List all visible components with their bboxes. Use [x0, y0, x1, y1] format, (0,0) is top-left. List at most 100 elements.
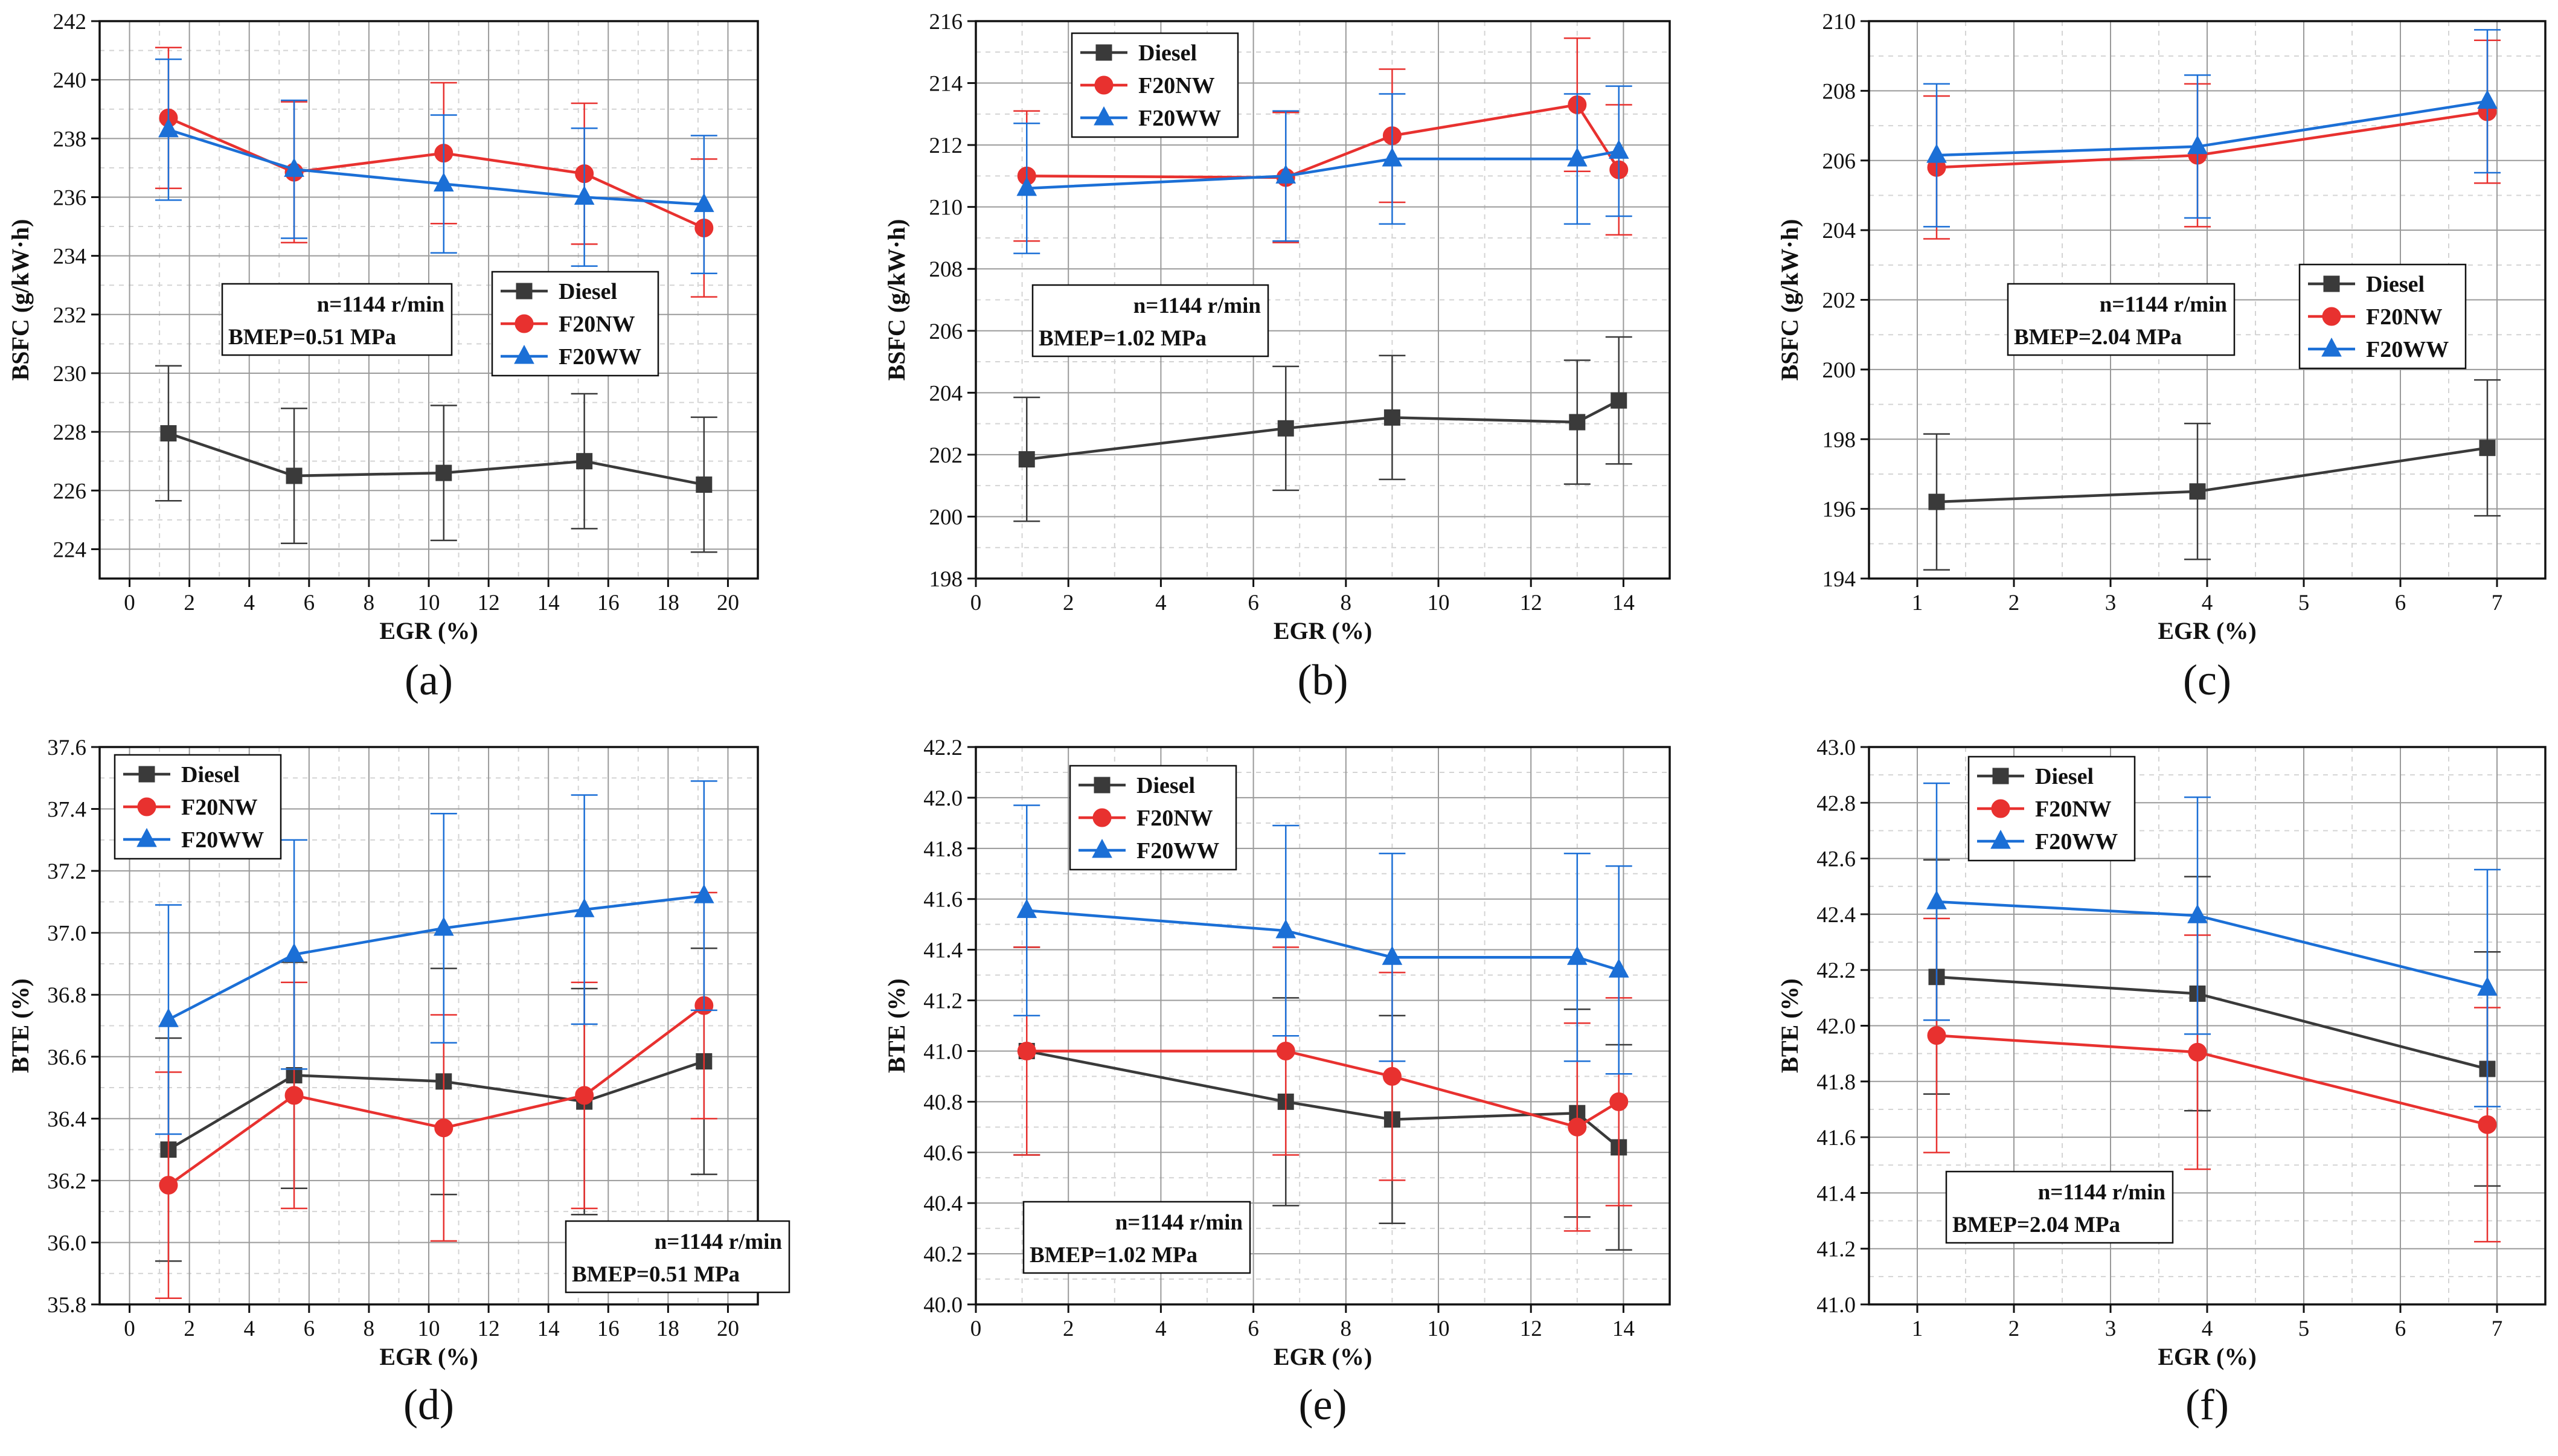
series-diesel	[155, 365, 717, 553]
y-tick-label: 41.6	[923, 888, 963, 912]
legend-entry: Diesel	[2366, 272, 2425, 297]
chart-panel-a: 224 226 228 230 232 234 236 238 240 242 0 2 4 6 8 10 12 1…	[7, 10, 759, 704]
data-point-square	[1383, 409, 1400, 426]
data-point-triangle	[284, 158, 304, 177]
y-tick-label: 198	[1822, 428, 1856, 452]
annotation-speed: n=1144 r/min	[2038, 1180, 2166, 1205]
series-f20ww	[1013, 85, 1632, 254]
y-tick-label: 214	[929, 72, 963, 97]
data-point-square	[1094, 777, 1111, 794]
data-point-circle	[514, 314, 534, 333]
plot-frame	[975, 746, 1671, 1306]
legend-entry: Diesel	[1138, 40, 1197, 66]
x-tick-label: 14	[1612, 1316, 1635, 1341]
y-tick-label: 226	[53, 479, 87, 504]
series-line	[1027, 150, 1620, 190]
data-point-triangle	[1094, 106, 1114, 126]
y-tick-label: 198	[929, 567, 963, 592]
y-tick-label: 216	[929, 10, 963, 34]
data-point-triangle	[1382, 147, 1403, 167]
y-tick-label: 42.4	[1816, 903, 1856, 928]
legend: Diesel F20NW F20WW	[1967, 755, 2136, 862]
legend: Diesel F20NW F20WW	[2298, 263, 2467, 370]
x-tick-label: 10	[1428, 591, 1450, 615]
data-point-triangle	[514, 344, 534, 364]
series-f20ww	[1013, 804, 1632, 1075]
data-point-triangle	[1275, 919, 1297, 938]
annotation-load: BMEP=2.04 MPa	[1952, 1213, 2120, 1237]
data-point-triangle	[1926, 890, 1947, 909]
y-tick-label: 40.2	[923, 1242, 963, 1267]
x-axis-label: EGR (%)	[1274, 617, 1372, 644]
series-line	[1936, 110, 2488, 169]
data-point-square	[160, 425, 177, 442]
y-tick-label: 36.8	[47, 983, 86, 1008]
x-tick-label: 4	[2202, 591, 2213, 615]
annotation-load: BMEP=1.02 MPa	[1039, 326, 1207, 351]
data-point-circle	[434, 1118, 454, 1138]
series-line	[1027, 909, 1620, 972]
x-tick-label: 2	[1063, 1316, 1074, 1341]
x-tick-label: 0	[124, 1316, 135, 1341]
y-tick-label: 41.0	[923, 1039, 963, 1064]
data-point-circle	[137, 797, 156, 816]
x-tick-label: 14	[1612, 591, 1635, 615]
x-tick-label: 4	[1155, 591, 1167, 615]
x-tick-label: 6	[2395, 591, 2406, 615]
data-point-triangle	[2187, 135, 2208, 155]
y-tick-label: 200	[1822, 358, 1856, 383]
y-tick-label: 43.0	[1816, 736, 1856, 760]
data-point-triangle	[1990, 829, 2011, 849]
data-point-circle	[284, 1086, 304, 1105]
x-tick-label: 3	[2105, 1316, 2117, 1341]
x-tick-label: 18	[657, 1316, 679, 1341]
x-axis-label: EGR (%)	[379, 617, 478, 644]
y-tick-label: 37.2	[47, 859, 86, 884]
y-tick-label: 41.0	[1816, 1293, 1856, 1318]
y-tick-label: 240	[53, 68, 87, 93]
y-tick-label: 194	[1822, 567, 1856, 592]
legend-entry: Diesel	[1136, 773, 1195, 798]
y-tick-label: 204	[929, 381, 963, 406]
data-point-triangle	[433, 916, 454, 936]
annotation-box	[565, 1220, 790, 1294]
condition-annotation: n=1144 r/min BMEP=1.02 MPa	[1022, 1201, 1251, 1274]
y-tick-label: 42.8	[1816, 791, 1856, 816]
y-tick-label: 232	[53, 303, 87, 328]
y-tick-label: 37.4	[47, 798, 86, 823]
annotation-box	[221, 283, 453, 356]
x-tick-label: 14	[537, 591, 560, 615]
data-point-square	[576, 453, 593, 470]
y-tick-label: 200	[929, 505, 963, 530]
y-tick-label: 202	[1822, 289, 1856, 313]
annotation-box	[1031, 284, 1269, 358]
data-point-triangle	[284, 943, 304, 963]
y-tick-label: 42.6	[1816, 847, 1856, 872]
x-tick-label: 6	[2395, 1316, 2406, 1341]
data-point-square	[138, 766, 155, 783]
y-tick-label: 40.4	[923, 1191, 963, 1216]
data-point-triangle	[1926, 144, 1947, 163]
plot-frame	[98, 20, 759, 580]
x-tick-label: 8	[1341, 1316, 1352, 1341]
data-point-circle	[1991, 799, 2010, 818]
annotation-box	[1022, 1201, 1251, 1274]
data-point-circle	[1276, 1041, 1295, 1060]
x-tick-label: 20	[717, 1316, 739, 1341]
condition-annotation: n=1144 r/min BMEP=2.04 MPa	[1945, 1170, 2174, 1244]
legend-entry: F20WW	[1136, 838, 1219, 864]
panel-label: (d)	[403, 1381, 454, 1429]
x-axis-label: EGR (%)	[379, 1343, 478, 1370]
x-tick-label: 2	[2008, 591, 2020, 615]
x-tick-label: 6	[304, 1316, 315, 1341]
y-tick-label: 42.0	[1816, 1015, 1856, 1039]
y-axis-label: BSFC (g/kW·h)	[883, 219, 910, 381]
data-point-triangle	[1608, 958, 1629, 978]
x-tick-label: 3	[2105, 591, 2117, 615]
annotation-speed: n=1144 r/min	[1115, 1210, 1243, 1235]
y-tick-label: 41.4	[1816, 1181, 1856, 1206]
data-point-square	[1928, 493, 1945, 510]
data-point-square	[1992, 768, 2009, 784]
y-tick-label: 210	[929, 196, 963, 220]
condition-annotation: n=1144 r/min BMEP=0.51 MPa	[565, 1220, 790, 1294]
